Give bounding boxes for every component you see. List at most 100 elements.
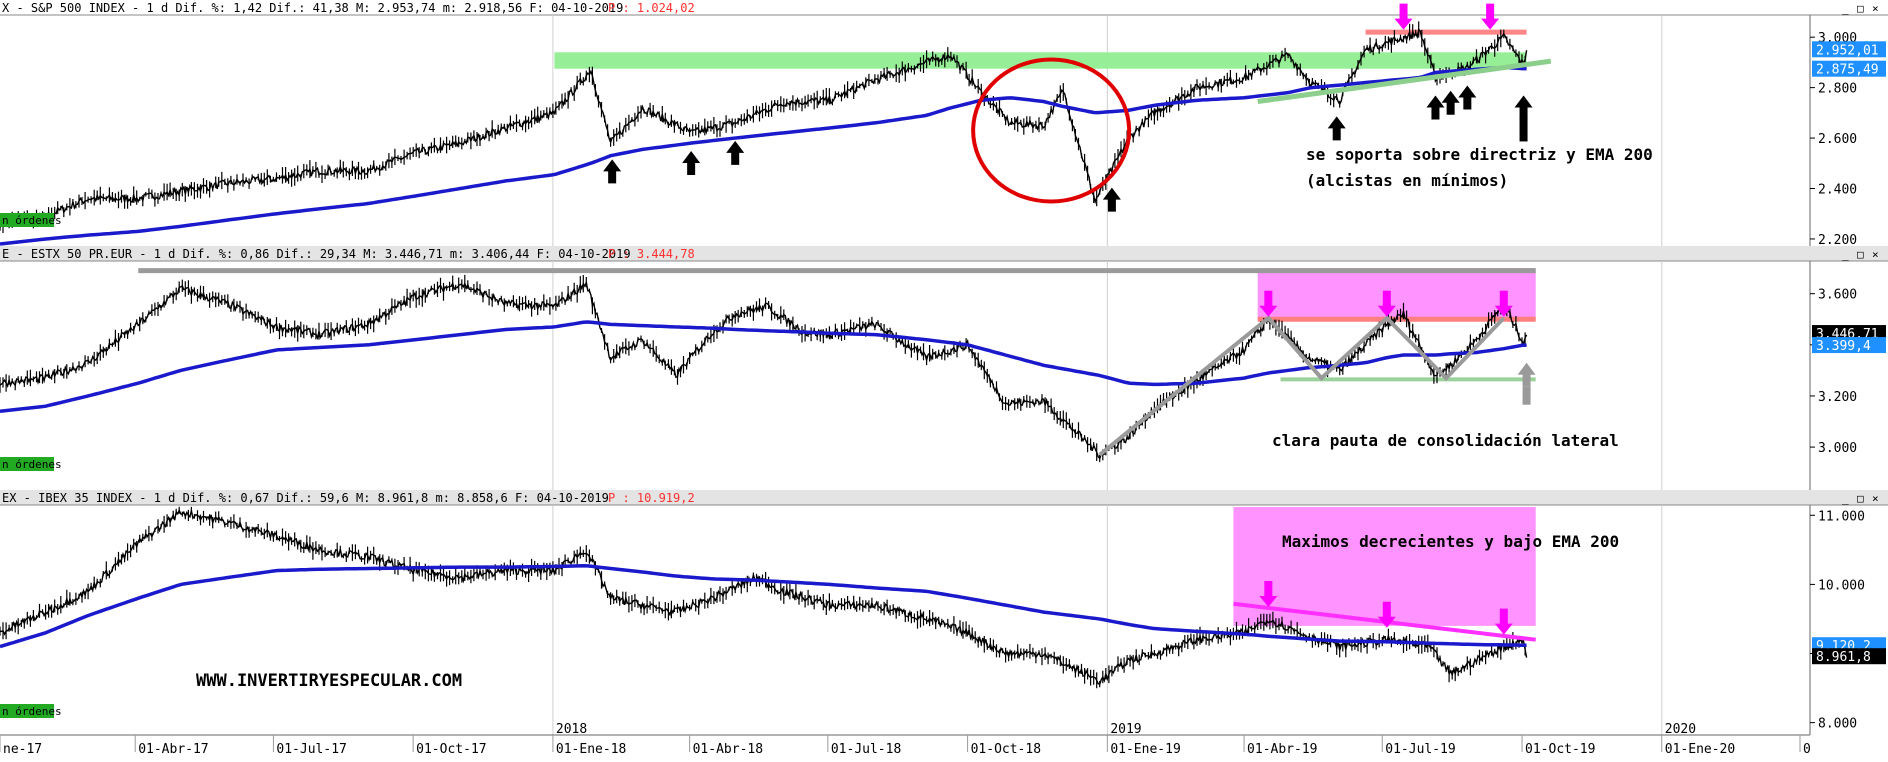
support-arrow-up (1441, 90, 1460, 115)
resistance-arrow-down (1377, 601, 1396, 628)
time-axis-label: 01-Jul-18 (831, 742, 901, 757)
crash-circle (971, 57, 1132, 204)
support-arrow-shaft (1519, 117, 1528, 142)
annotation-text: Maximos decrecientes y bajo EMA 200 (1282, 532, 1619, 551)
time-axis: ne-17 01-Abr-17 01-Jul-17 01-Oct-17 01-Ene-1… (0, 722, 1888, 758)
annotation-text: se soporta sobre directriz y EMA 200 (1306, 145, 1653, 164)
time-axis-label: 01-Ene-18 (556, 742, 626, 757)
zigzag-pattern (1098, 315, 1506, 457)
support-arrow-up (682, 151, 701, 176)
window-button-3[interactable]: × (1872, 2, 1879, 15)
panel-3: EX - IBEX 35 INDEX - 1 d Dif. %: 0,67 Di… (0, 490, 1888, 735)
year-label: 2018 (556, 722, 587, 737)
panel-header-p-value: P : 10.919,2 (608, 491, 695, 505)
price-axis-label: 2.200 (1818, 233, 1857, 248)
time-axis-label: ne-17 (3, 742, 42, 757)
last-value-badge (1812, 325, 1886, 342)
window-button-1[interactable]: _ (1842, 2, 1849, 15)
support-arrow-up (726, 140, 745, 165)
orders-badge-text: n órdenes (2, 705, 62, 718)
resistance-arrow-down (1377, 290, 1396, 317)
time-axis-label: 01-Oct-17 (416, 742, 486, 757)
last-value-badge (1812, 337, 1886, 354)
last-value-badge (1812, 41, 1886, 58)
orders-badge (0, 704, 54, 718)
panel-1: X - S&P 500 INDEX - 1 d Dif. %: 1,42 Dif… (0, 0, 1888, 248)
time-axis-bg (0, 735, 1888, 758)
ema-200-series (0, 65, 1527, 246)
time-axis-label: 01-Abr-17 (138, 742, 208, 757)
panel-header-bar (0, 0, 1888, 15)
time-axis-label: 01-Abr-19 (1247, 742, 1317, 757)
resistance-arrow-down (1259, 580, 1278, 607)
window-button-1[interactable]: _ (1842, 492, 1849, 505)
year-label: 2020 (1665, 722, 1696, 737)
last-value-badge (1812, 60, 1886, 77)
price-series (0, 28, 1528, 228)
window-button-2[interactable]: □ (1857, 492, 1864, 505)
price-axis-label: 2.800 (1818, 82, 1857, 97)
support-arrow-up (1458, 85, 1477, 110)
panel-header-text: X - S&P 500 INDEX - 1 d Dif. %: 1,42 Dif… (2, 1, 623, 15)
support-arrow-up (1426, 95, 1445, 120)
red-zone (1365, 29, 1527, 35)
panel-header-bar (0, 490, 1888, 505)
last-value-badge-text: 2.875,49 (1816, 63, 1879, 78)
price-axis-label: 3.200 (1818, 390, 1857, 405)
time-axis-label: 01-Oct-19 (1525, 742, 1595, 757)
price-axis-label: 2.400 (1818, 183, 1857, 198)
price-axis-label: 8.000 (1818, 717, 1857, 732)
annotation-text: (alcistas en mínimos) (1306, 171, 1508, 190)
resistance-arrow-down (1394, 3, 1413, 30)
price-candles (0, 21, 1526, 233)
annotation-text: clara pauta de consolidación lateral (1272, 431, 1619, 450)
panel-header-text: EX - IBEX 35 INDEX - 1 d Dif. %: 0,67 Di… (2, 491, 609, 505)
last-value-badge-text: 3.399,4 (1816, 339, 1871, 354)
price-axis-label: 3.600 (1818, 288, 1857, 303)
window-button-2[interactable]: □ (1857, 2, 1864, 15)
resistance-arrow-down (1481, 3, 1500, 30)
last-value-badge (1812, 648, 1886, 665)
window-button-3[interactable]: × (1872, 248, 1879, 261)
window-button-2[interactable]: □ (1857, 248, 1864, 261)
resistance-arrow-down (1494, 290, 1513, 317)
price-axis-label: 2.600 (1818, 132, 1857, 147)
last-value-badge-text: 8.961,8 (1816, 650, 1871, 665)
ema-200-series (0, 320, 1527, 414)
time-axis-label: 0 (1803, 742, 1811, 757)
panel-2: E - ESTX 50 PR.EUR - 1 d Dif. %: 0,86 Di… (0, 246, 1888, 490)
support-arrow-up (1327, 116, 1346, 141)
price-candles (0, 274, 1526, 463)
breakdown-arrow-shaft (1522, 386, 1531, 405)
year-label: 2019 (1110, 722, 1141, 737)
window-button-3[interactable]: × (1872, 492, 1879, 505)
resistance-arrow-down (1259, 290, 1278, 317)
support-arrow-up (1514, 95, 1533, 120)
breakdown-arrow-up (1517, 362, 1536, 387)
panel-header-p-value: P : 3.444,78 (608, 247, 695, 261)
panel-header-bar (0, 246, 1888, 261)
price-axis-label: 11.000 (1818, 509, 1865, 524)
last-value-badge-text: 2.952,01 (1816, 43, 1879, 58)
time-axis-label: 01-Abr-18 (693, 742, 763, 757)
time-axis-label: 01-Ene-20 (1665, 742, 1735, 757)
time-axis-label: 01-Oct-18 (971, 742, 1041, 757)
trendline (1257, 58, 1552, 104)
price-axis-label: 10.000 (1818, 578, 1865, 593)
time-axis-label: 01-Jul-19 (1385, 742, 1455, 757)
panel-header-text: E - ESTX 50 PR.EUR - 1 d Dif. %: 0,86 Di… (2, 247, 631, 261)
price-axis-label: 3.000 (1818, 441, 1857, 456)
support-arrow-up (1102, 187, 1121, 212)
watermark-text: WWW.INVERTIRYESPECULAR.COM (196, 671, 462, 691)
resistance-arrow-down (1494, 608, 1513, 635)
panel-header-p-value: P : 1.024,02 (608, 1, 695, 15)
time-axis-label: 01-Ene-19 (1110, 742, 1180, 757)
orders-badge-text: n órdenes (2, 214, 62, 227)
window-button-1[interactable]: _ (1842, 248, 1849, 261)
orders-badge (0, 213, 54, 227)
pink-zone (1257, 268, 1536, 320)
time-axis-label: 01-Jul-17 (276, 742, 346, 757)
ema-200-series (0, 564, 1527, 649)
